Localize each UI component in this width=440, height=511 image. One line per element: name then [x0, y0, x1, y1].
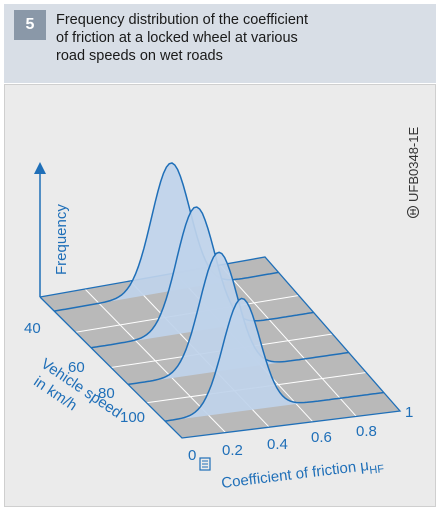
figure-number: 5 [14, 10, 46, 40]
mu-tick-0: 0 [188, 447, 196, 464]
title-line-3: road speeds on wet roads [56, 48, 223, 64]
document-icon [199, 457, 211, 471]
friction-axis-label-main: Coefficient of friction μ [220, 457, 369, 492]
speed-tick-100: 100 [120, 409, 145, 426]
bosch-logo-icon [407, 206, 419, 218]
distribution-curves [54, 162, 384, 422]
title-line-1: Frequency distribution of the coefficien… [56, 12, 309, 28]
distribution-curve-line-100 [164, 297, 384, 422]
mu-tick-1: 1 [405, 404, 413, 421]
figure-title: Frequency distribution of the coefficien… [56, 11, 356, 65]
distribution-curve-line-60 [90, 206, 314, 349]
mu-tick-0.6: 0.6 [311, 429, 332, 446]
friction-axis-label: Coefficient of friction μHF [220, 455, 385, 495]
figure-code: UFB0348-1E [406, 127, 421, 218]
mu-tick-0.2: 0.2 [222, 442, 243, 459]
figure-header: 5 Frequency distribution of the coeffici… [4, 4, 436, 83]
figure-id: UFB0348-1E [406, 127, 421, 202]
distribution-curve-100 [165, 298, 384, 422]
frequency-axis-label: Frequency [53, 204, 70, 275]
distribution-curve-line-40 [54, 162, 279, 312]
speed-tick-80: 80 [98, 385, 115, 402]
speed-tick-40: 40 [24, 320, 41, 337]
mu-tick-0.8: 0.8 [356, 423, 377, 440]
distribution-curve-60 [91, 207, 314, 348]
mu-tick-0.4: 0.4 [267, 436, 288, 453]
distribution-curve-40 [54, 163, 279, 312]
title-line-2: of friction at a locked wheel at various [56, 30, 298, 46]
speed-tick-60: 60 [68, 359, 85, 376]
friction-axis-label-sub: HF [369, 463, 385, 477]
